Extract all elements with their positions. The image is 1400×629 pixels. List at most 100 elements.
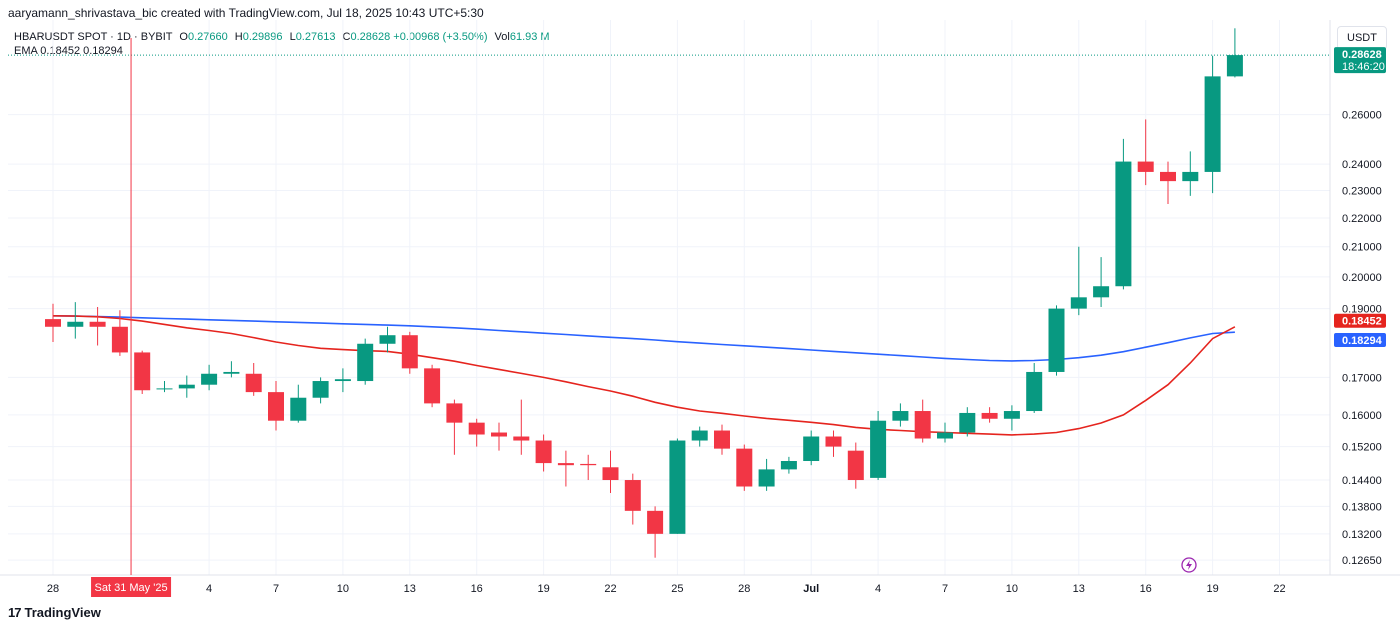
candle-up[interactable] <box>178 384 195 389</box>
candle-up[interactable] <box>1226 55 1243 77</box>
candle-up[interactable] <box>1026 371 1043 412</box>
price-tick-label: 0.21000 <box>1342 242 1382 254</box>
candle-up[interactable] <box>937 432 953 439</box>
currency-button[interactable]: USDT <box>1337 26 1387 50</box>
legend-low-value: 0.27613 <box>295 31 336 43</box>
candle-up[interactable] <box>691 430 708 441</box>
price-tick-label: 0.22000 <box>1342 213 1382 225</box>
candle-up[interactable] <box>67 321 84 327</box>
candle-up[interactable] <box>959 412 976 433</box>
candle-up[interactable] <box>1070 297 1087 309</box>
candle-down[interactable] <box>111 326 128 353</box>
candle-up[interactable] <box>334 379 351 382</box>
candle-up[interactable] <box>803 436 820 462</box>
candle-down[interactable] <box>45 319 61 327</box>
candle-down[interactable] <box>89 321 106 327</box>
ema-legend-label[interactable]: EMA <box>14 45 38 57</box>
candle-down[interactable] <box>1137 161 1154 172</box>
time-tick-label: 4 <box>875 583 881 595</box>
candle-down[interactable] <box>736 448 753 487</box>
price-tick-label: 0.13800 <box>1342 501 1382 513</box>
tradingview-brand: TradingView <box>24 605 101 620</box>
candle-up[interactable] <box>892 411 909 421</box>
candle-up[interactable] <box>201 373 218 385</box>
candle-down[interactable] <box>446 403 463 423</box>
candle-up[interactable] <box>357 343 374 382</box>
ema-slow-value: 0.18294 <box>83 45 123 57</box>
candle-down[interactable] <box>491 432 507 437</box>
time-tick-label: 19 <box>1206 583 1218 595</box>
candle-down[interactable] <box>513 436 530 441</box>
time-tick-label: 13 <box>404 583 416 595</box>
candle-down[interactable] <box>557 463 574 466</box>
legend-high-value: 0.29896 <box>242 31 283 43</box>
candle-down[interactable] <box>401 335 418 369</box>
ema-fast-value: 0.18452 <box>40 45 81 57</box>
candle-down[interactable] <box>624 480 641 511</box>
candle-up[interactable] <box>1048 308 1065 372</box>
candle-up[interactable] <box>669 440 686 534</box>
crosshair-date-label: Sat 31 May '25 <box>95 582 168 594</box>
tradingview-mark-icon: 17 <box>8 605 22 620</box>
price-tick-label: 0.14400 <box>1342 475 1382 487</box>
candle-up[interactable] <box>1003 411 1020 419</box>
candle-down[interactable] <box>580 463 597 466</box>
candle-down[interactable] <box>1160 171 1176 182</box>
price-tick-label: 0.26000 <box>1342 110 1382 122</box>
candle-down[interactable] <box>468 422 485 435</box>
ema-fast-line <box>52 315 1236 436</box>
candle-up[interactable] <box>223 371 240 374</box>
candle-down[interactable] <box>981 412 998 419</box>
candle-up[interactable] <box>780 461 797 470</box>
price-tick-label: 0.15200 <box>1342 442 1382 454</box>
candle-down[interactable] <box>714 430 730 449</box>
candle-up[interactable] <box>1204 76 1221 172</box>
candle-down[interactable] <box>602 467 619 481</box>
candle-down[interactable] <box>647 510 664 534</box>
candle-down[interactable] <box>825 436 842 447</box>
event-lightning-icon[interactable] <box>1181 557 1197 573</box>
legend-change: +0.00968 (+3.50%) <box>393 31 488 43</box>
candle-up[interactable] <box>870 420 887 478</box>
legend-volume-label: Vol <box>494 31 510 43</box>
last-price-badge <box>1334 47 1386 74</box>
candle-up[interactable] <box>1115 161 1132 287</box>
tradingview-logo[interactable]: 17 TradingView <box>8 605 101 620</box>
ema-price-badge <box>1334 333 1386 348</box>
time-tick-label: 4 <box>206 583 212 595</box>
candle-down[interactable] <box>134 352 151 391</box>
candle-up[interactable] <box>1182 171 1199 182</box>
legend-symbol[interactable]: HBARUSDT SPOT · 1D · BYBIT <box>14 31 173 43</box>
time-tick-label: 7 <box>273 583 279 595</box>
candle-up[interactable] <box>379 335 396 344</box>
candle-up[interactable] <box>1093 286 1110 298</box>
countdown-label: 18:46:20 <box>1342 61 1385 73</box>
chart-credit: aaryamann_shrivastava_bic created with T… <box>8 6 484 20</box>
ema-price-value: 0.18294 <box>1342 335 1383 347</box>
legend-open-value: 0.27660 <box>187 31 228 43</box>
candle-down[interactable] <box>424 368 441 404</box>
time-tick-label: 19 <box>537 583 549 595</box>
candle-down[interactable] <box>268 392 284 421</box>
time-tick-label: 16 <box>1140 583 1152 595</box>
ema-slow-line <box>52 315 1235 362</box>
time-tick-label: 28 <box>738 583 750 595</box>
time-tick-label: 25 <box>671 583 683 595</box>
candle-down[interactable] <box>847 450 864 481</box>
candle-up[interactable] <box>758 469 775 487</box>
candle-down[interactable] <box>914 411 931 439</box>
price-tick-label: 0.16000 <box>1342 410 1382 422</box>
candle-down[interactable] <box>535 440 552 464</box>
legend-close-value: 0.28628 <box>350 31 391 43</box>
price-tick-label: 0.20000 <box>1342 272 1382 284</box>
candle-up[interactable] <box>312 381 329 398</box>
time-tick-label: 16 <box>471 583 483 595</box>
candle-down[interactable] <box>245 373 262 393</box>
legend-low-label: L <box>289 31 296 43</box>
price-tick-label: 0.12650 <box>1342 555 1382 567</box>
candle-up[interactable] <box>290 397 307 421</box>
ema-price-badge <box>1334 313 1386 328</box>
candle-up[interactable] <box>156 388 173 390</box>
chart-legend: HBARUSDT SPOT · 1D · BYBIT O0.27660 H0.2… <box>14 30 550 45</box>
